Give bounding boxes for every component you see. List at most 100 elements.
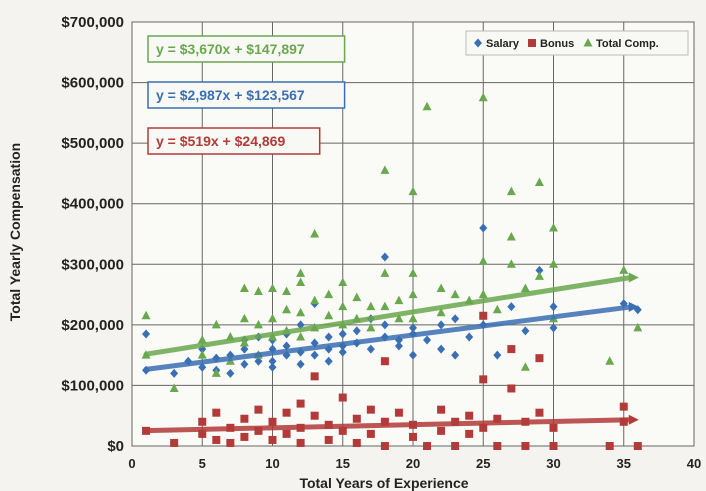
x-tick-label: 35: [617, 456, 631, 471]
data-point: [366, 301, 376, 311]
legend-label: Total Comp.: [596, 38, 659, 50]
data-point: [324, 289, 334, 299]
data-point: [507, 384, 516, 393]
y-tick-label: $600,000: [61, 75, 124, 92]
x-tick-label: 30: [546, 456, 560, 471]
data-point: [633, 442, 642, 450]
x-tick-label: 5: [199, 456, 206, 471]
data-point: [141, 310, 151, 320]
data-point: [352, 438, 361, 447]
data-point: [633, 322, 643, 332]
data-point: [268, 356, 277, 366]
data-point: [296, 359, 305, 369]
data-point: [408, 313, 418, 323]
y-tick-label: $400,000: [61, 196, 124, 213]
data-point: [409, 323, 417, 333]
y-tick-label: $300,000: [61, 256, 124, 273]
data-point: [169, 383, 179, 392]
data-point: [240, 344, 249, 354]
legend: Salary Bonus Total Comp.: [465, 30, 689, 56]
data-point: [240, 359, 249, 369]
data-point: [198, 362, 207, 372]
data-point: [240, 414, 249, 423]
equation-box: [147, 127, 321, 155]
data-point: [507, 302, 516, 312]
equation-box: [147, 81, 346, 109]
legend-marker: [583, 38, 593, 47]
trendline-equations: y = $3,670x + $147,897 y = $2,987x + $123…: [147, 35, 346, 155]
data-point: [324, 356, 333, 366]
data-point: [198, 417, 207, 426]
data-point: [437, 344, 446, 354]
data-point: [352, 326, 361, 336]
data-point: [436, 283, 446, 293]
data-point: [465, 429, 474, 438]
data-point: [268, 417, 277, 426]
x-axis-title: Total Years of Experience: [299, 475, 468, 491]
data-point: [142, 329, 151, 339]
data-point: [534, 177, 544, 187]
data-point: [366, 405, 375, 414]
data-point: [380, 320, 389, 330]
data-point: [549, 323, 558, 333]
data-point: [619, 265, 629, 274]
data-point: [478, 289, 488, 299]
data-point: [338, 277, 348, 286]
data-point: [296, 277, 306, 286]
data-point: [493, 350, 502, 360]
y-tick-label: $200,000: [61, 317, 124, 334]
y-tick-label: $0: [107, 438, 124, 455]
trendline-arrow: [628, 272, 639, 283]
equation-box: [147, 35, 346, 63]
series-total-comp: [141, 92, 643, 392]
data-point: [380, 442, 389, 450]
data-point: [549, 423, 558, 432]
data-point: [296, 307, 306, 317]
data-point: [535, 265, 544, 275]
x-tick-label: 40: [687, 456, 701, 471]
data-point: [549, 302, 558, 312]
data-point: [380, 165, 390, 174]
data-point: [408, 186, 418, 196]
data-point: [394, 313, 404, 323]
data-point: [605, 442, 614, 450]
data-point: [268, 283, 277, 293]
data-point: [338, 426, 347, 435]
data-point: [535, 408, 544, 417]
legend-marker: [474, 38, 482, 48]
data-point: [465, 332, 474, 342]
data-point: [506, 259, 516, 268]
data-point: [212, 435, 221, 444]
data-point: [338, 347, 347, 357]
data-point: [170, 438, 179, 447]
y-tick-label: $700,000: [61, 14, 124, 31]
data-point: [506, 186, 516, 196]
data-point: [535, 354, 544, 363]
data-point: [282, 429, 291, 438]
data-point: [492, 304, 502, 314]
data-point: [380, 252, 389, 262]
data-point: [451, 350, 460, 360]
data-point: [409, 350, 417, 360]
data-point: [198, 429, 207, 438]
data-point: [437, 426, 446, 435]
data-point: [479, 311, 488, 320]
x-tick-label: 20: [406, 456, 420, 471]
trendline-equation: y = $3,670x + $147,897: [156, 41, 305, 57]
data-point: [366, 429, 375, 438]
trendline-arrow: [628, 414, 639, 425]
data-point: [451, 314, 460, 324]
axis-ticks: $0 $100,000 $200,000 $300,000 $400,000 $500,0…: [61, 14, 701, 471]
x-tick-label: 15: [336, 456, 350, 471]
data-point: [212, 408, 221, 417]
data-point: [296, 438, 305, 447]
data-point: [619, 402, 628, 411]
data-point: [324, 435, 333, 444]
data-point: [310, 295, 320, 305]
data-point: [197, 350, 207, 359]
data-point: [380, 357, 389, 366]
data-point: [253, 319, 263, 329]
legend-marker: [528, 39, 536, 47]
data-point: [253, 286, 263, 296]
data-point: [310, 411, 319, 420]
